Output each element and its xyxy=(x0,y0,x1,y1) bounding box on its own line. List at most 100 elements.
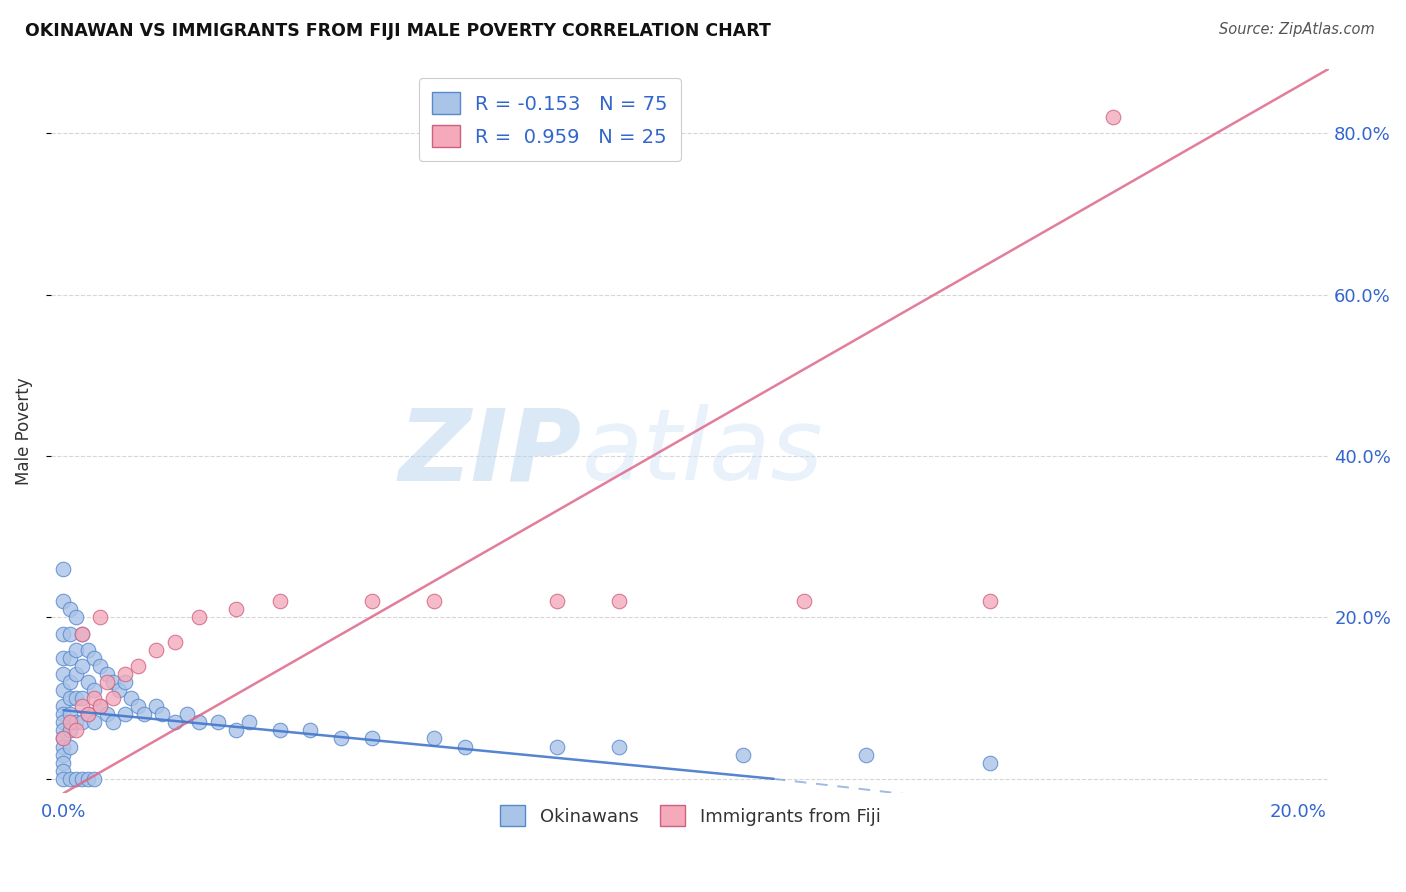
Point xyxy=(89,658,111,673)
Point xyxy=(70,626,93,640)
Point xyxy=(52,739,75,754)
Point xyxy=(101,715,124,730)
Point xyxy=(65,691,87,706)
Point xyxy=(52,756,75,770)
Point xyxy=(83,691,105,706)
Point xyxy=(52,764,75,778)
Point xyxy=(52,731,75,746)
Point xyxy=(58,772,80,786)
Point xyxy=(52,650,75,665)
Point xyxy=(58,602,80,616)
Point xyxy=(361,594,384,608)
Point xyxy=(114,707,136,722)
Point xyxy=(546,594,568,608)
Point xyxy=(58,707,80,722)
Point xyxy=(89,699,111,714)
Point xyxy=(83,650,105,665)
Point xyxy=(52,707,75,722)
Point xyxy=(120,691,142,706)
Point xyxy=(1102,110,1125,124)
Point xyxy=(361,731,384,746)
Point xyxy=(65,642,87,657)
Point xyxy=(70,715,93,730)
Point xyxy=(269,723,291,738)
Point xyxy=(793,594,815,608)
Point xyxy=(127,658,149,673)
Point xyxy=(58,739,80,754)
Point xyxy=(52,699,75,714)
Point xyxy=(132,707,155,722)
Point xyxy=(65,610,87,624)
Point xyxy=(114,675,136,690)
Point xyxy=(145,642,167,657)
Text: ZIP: ZIP xyxy=(398,404,582,501)
Point xyxy=(188,715,211,730)
Point xyxy=(150,707,173,722)
Point xyxy=(70,658,93,673)
Point xyxy=(58,691,80,706)
Point xyxy=(70,772,93,786)
Point xyxy=(65,772,87,786)
Point xyxy=(52,731,75,746)
Point xyxy=(188,610,211,624)
Point xyxy=(979,756,1001,770)
Text: atlas: atlas xyxy=(582,404,823,501)
Point xyxy=(58,650,80,665)
Text: Source: ZipAtlas.com: Source: ZipAtlas.com xyxy=(1219,22,1375,37)
Point xyxy=(89,699,111,714)
Point xyxy=(58,715,80,730)
Point xyxy=(70,691,93,706)
Point xyxy=(207,715,229,730)
Point xyxy=(731,747,754,762)
Point xyxy=(52,772,75,786)
Point xyxy=(52,666,75,681)
Point xyxy=(607,594,630,608)
Point xyxy=(77,707,100,722)
Point xyxy=(176,707,198,722)
Point xyxy=(70,626,93,640)
Point xyxy=(83,715,105,730)
Point xyxy=(454,739,477,754)
Point xyxy=(145,699,167,714)
Point xyxy=(96,666,118,681)
Point xyxy=(101,691,124,706)
Point xyxy=(77,772,100,786)
Point xyxy=(52,715,75,730)
Point xyxy=(52,683,75,698)
Point xyxy=(52,723,75,738)
Point xyxy=(52,626,75,640)
Point xyxy=(163,715,186,730)
Point xyxy=(114,666,136,681)
Point xyxy=(101,675,124,690)
Text: OKINAWAN VS IMMIGRANTS FROM FIJI MALE POVERTY CORRELATION CHART: OKINAWAN VS IMMIGRANTS FROM FIJI MALE PO… xyxy=(25,22,770,40)
Point xyxy=(979,594,1001,608)
Point xyxy=(96,675,118,690)
Point xyxy=(58,723,80,738)
Point xyxy=(65,723,87,738)
Y-axis label: Male Poverty: Male Poverty xyxy=(15,377,32,484)
Point xyxy=(163,634,186,648)
Point xyxy=(238,715,260,730)
Point xyxy=(225,602,247,616)
Point xyxy=(83,772,105,786)
Point xyxy=(423,594,446,608)
Point xyxy=(70,699,93,714)
Point xyxy=(269,594,291,608)
Point xyxy=(77,642,100,657)
Point xyxy=(423,731,446,746)
Point xyxy=(330,731,353,746)
Point xyxy=(83,683,105,698)
Point xyxy=(89,610,111,624)
Legend: Okinawans, Immigrants from Fiji: Okinawans, Immigrants from Fiji xyxy=(491,797,890,835)
Point xyxy=(225,723,247,738)
Point xyxy=(127,699,149,714)
Point xyxy=(58,675,80,690)
Point xyxy=(52,594,75,608)
Point xyxy=(65,715,87,730)
Point xyxy=(77,707,100,722)
Point xyxy=(52,562,75,576)
Point xyxy=(58,626,80,640)
Point xyxy=(855,747,877,762)
Point xyxy=(96,707,118,722)
Point xyxy=(108,683,131,698)
